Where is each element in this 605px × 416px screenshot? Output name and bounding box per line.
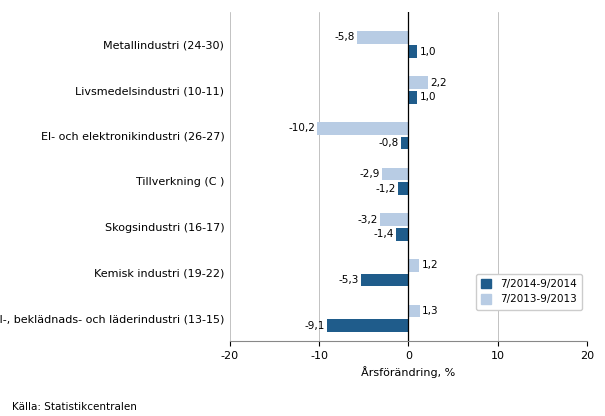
- Text: -5,8: -5,8: [334, 32, 355, 42]
- Bar: [408, 91, 417, 104]
- Legend: 7/2014-9/2014, 7/2013-9/2013: 7/2014-9/2014, 7/2013-9/2013: [476, 274, 581, 310]
- X-axis label: Årsförändring, %: Årsförändring, %: [361, 366, 456, 378]
- Bar: [401, 136, 408, 149]
- Text: Källa: Statistikcentralen: Källa: Statistikcentralen: [12, 402, 137, 412]
- Bar: [318, 122, 408, 135]
- Bar: [327, 319, 408, 332]
- Text: -3,2: -3,2: [357, 215, 378, 225]
- Bar: [408, 305, 420, 317]
- Text: 1,0: 1,0: [419, 47, 436, 57]
- Bar: [356, 31, 408, 44]
- Text: -0,8: -0,8: [379, 138, 399, 148]
- Bar: [408, 45, 417, 58]
- Text: -1,2: -1,2: [375, 184, 396, 194]
- Text: -1,4: -1,4: [373, 229, 394, 239]
- Bar: [382, 168, 408, 181]
- Bar: [408, 259, 419, 272]
- Text: -9,1: -9,1: [304, 321, 325, 331]
- Bar: [408, 77, 428, 89]
- Text: 1,0: 1,0: [419, 92, 436, 102]
- Bar: [397, 182, 408, 195]
- Text: -10,2: -10,2: [288, 124, 315, 134]
- Text: 2,2: 2,2: [430, 78, 447, 88]
- Bar: [396, 228, 408, 241]
- Text: 1,3: 1,3: [422, 306, 439, 316]
- Bar: [361, 274, 408, 286]
- Bar: [380, 213, 408, 226]
- Text: 1,2: 1,2: [421, 260, 438, 270]
- Text: -5,3: -5,3: [338, 275, 359, 285]
- Text: -2,9: -2,9: [360, 169, 381, 179]
